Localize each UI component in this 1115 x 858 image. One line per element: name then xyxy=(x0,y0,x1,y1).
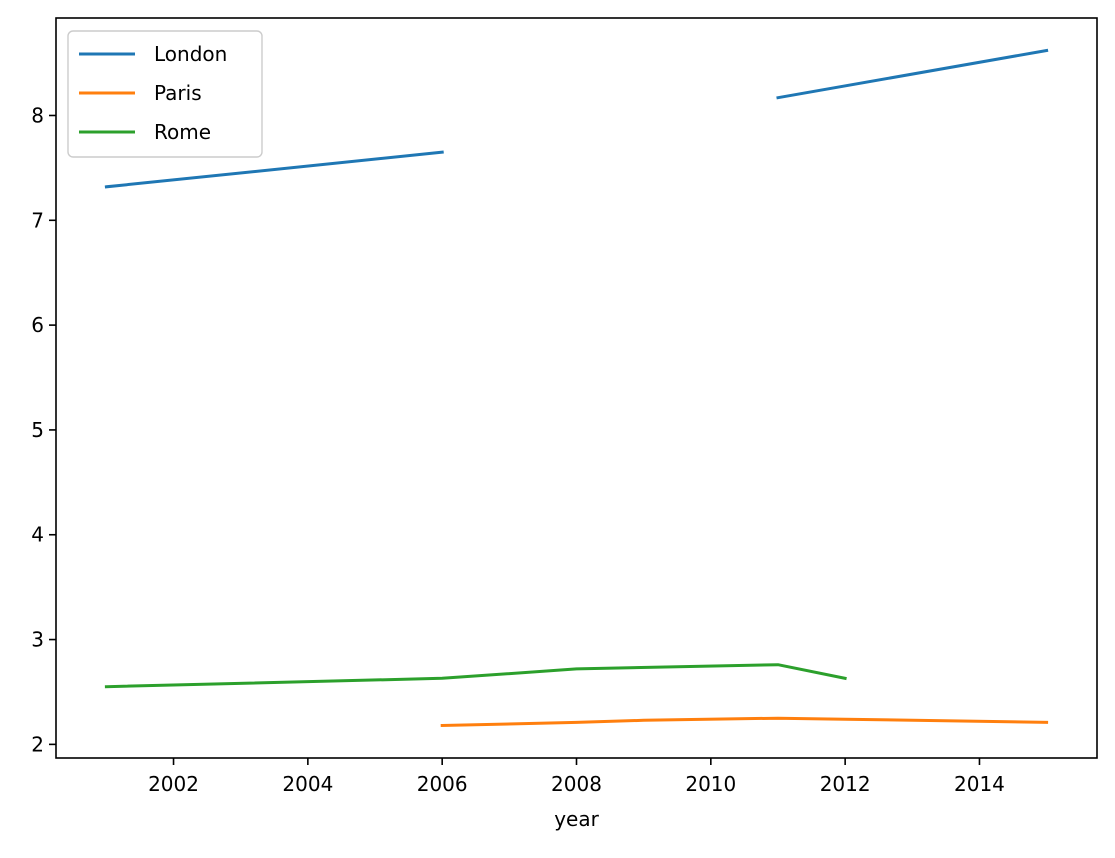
y-axis: 2 3 4 5 6 7 8 xyxy=(31,103,56,756)
series-line-london-segment-2 xyxy=(776,48,1049,100)
x-tick-label: 2008 xyxy=(551,772,602,796)
series-line-london-segment-1 xyxy=(104,150,444,189)
x-axis-label: year xyxy=(554,807,599,831)
y-tick-label: 4 xyxy=(31,523,44,547)
x-tick-label: 2014 xyxy=(954,772,1005,796)
y-tick-label: 5 xyxy=(31,418,44,442)
y-tick-label: 6 xyxy=(31,313,44,337)
x-tick-label: 2004 xyxy=(282,772,333,796)
y-tick-label: 7 xyxy=(31,208,44,232)
legend: London Paris Rome xyxy=(67,30,263,158)
legend-label-rome: Rome xyxy=(154,120,211,144)
series-line-rome-segment-1 xyxy=(104,663,847,689)
x-tick-label: 2002 xyxy=(148,772,199,796)
series-line-paris-segment-1 xyxy=(440,716,1049,728)
y-tick-label: 2 xyxy=(31,732,44,756)
y-tick-label: 8 xyxy=(31,103,44,127)
legend-label-paris: Paris xyxy=(154,81,202,105)
x-tick-label: 2012 xyxy=(820,772,871,796)
y-tick-label: 3 xyxy=(31,628,44,652)
legend-box xyxy=(67,30,263,158)
x-axis: 2002 2004 2006 2008 2010 2012 2014 xyxy=(148,758,1005,796)
x-tick-label: 2006 xyxy=(417,772,468,796)
legend-label-london: London xyxy=(154,42,227,66)
series-layer xyxy=(104,48,1049,728)
x-tick-label: 2010 xyxy=(685,772,736,796)
